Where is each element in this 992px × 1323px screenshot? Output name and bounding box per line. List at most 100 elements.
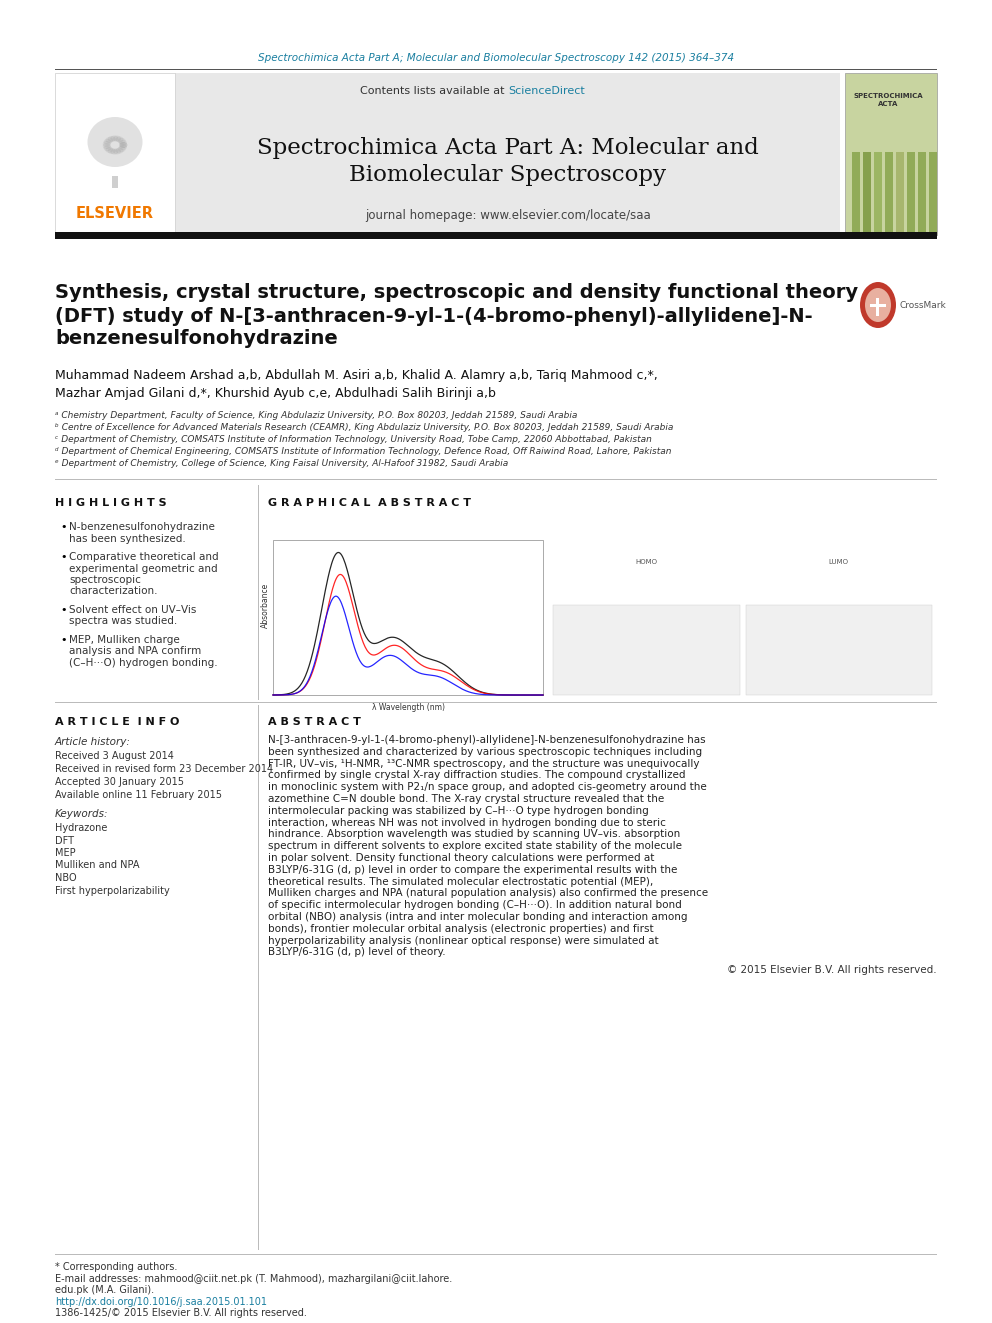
Bar bbox=[746, 605, 932, 695]
Ellipse shape bbox=[119, 140, 127, 146]
Text: ᵈ Department of Chemical Engineering, COMSATS Institute of Information Technolog: ᵈ Department of Chemical Engineering, CO… bbox=[55, 446, 672, 455]
Text: Contents lists available at: Contents lists available at bbox=[360, 86, 508, 97]
Text: Received 3 August 2014: Received 3 August 2014 bbox=[55, 751, 174, 761]
Text: spectrum in different solvents to explore excited state stability of the molecul: spectrum in different solvents to explor… bbox=[268, 841, 682, 851]
Text: •: • bbox=[60, 523, 66, 532]
Text: ᵃ Chemistry Department, Faculty of Science, King Abdulaziz University, P.O. Box : ᵃ Chemistry Department, Faculty of Scien… bbox=[55, 410, 577, 419]
Text: spectra was studied.: spectra was studied. bbox=[69, 617, 178, 627]
Text: H I G H L I G H T S: H I G H L I G H T S bbox=[55, 497, 167, 508]
Bar bbox=[885, 152, 893, 232]
Text: A B S T R A C T: A B S T R A C T bbox=[268, 717, 361, 728]
Text: Muhammad Nadeem Arshad a,b, Abdullah M. Asiri a,b, Khalid A. Alamry a,b, Tariq M: Muhammad Nadeem Arshad a,b, Abdullah M. … bbox=[55, 369, 658, 381]
Text: bonds), frontier molecular orbital analysis (electronic properties) and first: bonds), frontier molecular orbital analy… bbox=[268, 923, 654, 934]
Text: B3LYP/6-31G (d, p) level in order to compare the experimental results with the: B3LYP/6-31G (d, p) level in order to com… bbox=[268, 865, 678, 875]
Text: © 2015 Elsevier B.V. All rights reserved.: © 2015 Elsevier B.V. All rights reserved… bbox=[727, 966, 937, 975]
Text: has been synthesized.: has been synthesized. bbox=[69, 533, 186, 544]
Ellipse shape bbox=[103, 146, 112, 151]
Ellipse shape bbox=[87, 116, 143, 167]
Text: Keywords:: Keywords: bbox=[55, 808, 108, 819]
Text: Solvent effect on UV–Vis: Solvent effect on UV–Vis bbox=[69, 605, 196, 615]
Ellipse shape bbox=[119, 144, 127, 149]
Text: azomethine C=N double bond. The X-ray crystal structure revealed that the: azomethine C=N double bond. The X-ray cr… bbox=[268, 794, 665, 804]
Text: LUMO: LUMO bbox=[828, 560, 849, 565]
Ellipse shape bbox=[116, 136, 124, 143]
Text: ᶜ Department of Chemistry, COMSATS Institute of Information Technology, Universi: ᶜ Department of Chemistry, COMSATS Insti… bbox=[55, 434, 652, 443]
Text: MEP: MEP bbox=[55, 848, 75, 859]
Text: Article history:: Article history: bbox=[55, 737, 131, 747]
Ellipse shape bbox=[860, 282, 896, 328]
Text: of specific intermolecular hydrogen bonding (C–H···O). In addition natural bond: of specific intermolecular hydrogen bond… bbox=[268, 900, 682, 910]
Text: Spectrochimica Acta Part A: Molecular and: Spectrochimica Acta Part A: Molecular an… bbox=[257, 138, 759, 159]
Text: Absorbance: Absorbance bbox=[261, 582, 270, 627]
Text: N-benzenesulfonohydrazine: N-benzenesulfonohydrazine bbox=[69, 523, 215, 532]
Text: First hyperpolarizability: First hyperpolarizability bbox=[55, 885, 170, 896]
Bar bbox=[876, 298, 879, 316]
Text: spectroscopic: spectroscopic bbox=[69, 576, 141, 585]
Text: E-mail addresses: mahmood@ciit.net.pk (T. Mahmood), mazhargilani@ciit.lahore.: E-mail addresses: mahmood@ciit.net.pk (T… bbox=[55, 1274, 452, 1285]
Ellipse shape bbox=[118, 138, 126, 144]
Ellipse shape bbox=[113, 135, 121, 142]
Text: Biomolecular Spectroscopy: Biomolecular Spectroscopy bbox=[349, 164, 667, 187]
Ellipse shape bbox=[116, 148, 124, 153]
Ellipse shape bbox=[105, 147, 113, 153]
Bar bbox=[870, 304, 886, 307]
Text: (C–H···O) hydrogen bonding.: (C–H···O) hydrogen bonding. bbox=[69, 658, 217, 668]
Text: been synthesized and characterized by various spectroscopic techniques including: been synthesized and characterized by va… bbox=[268, 746, 702, 757]
Text: λ Wavelength (nm): λ Wavelength (nm) bbox=[371, 703, 444, 712]
Bar bbox=[852, 152, 860, 232]
Text: B3LYP/6-31G (d, p) level of theory.: B3LYP/6-31G (d, p) level of theory. bbox=[268, 947, 445, 958]
Text: N-[3-anthracen-9-yl-1-(4-bromo-phenyl)-allylidene]-N-benzenesulfonohydrazine has: N-[3-anthracen-9-yl-1-(4-bromo-phenyl)-a… bbox=[268, 736, 705, 745]
Bar bbox=[553, 605, 739, 695]
Text: G R A P H I C A L  A B S T R A C T: G R A P H I C A L A B S T R A C T bbox=[268, 497, 471, 508]
Ellipse shape bbox=[103, 139, 112, 144]
Text: •: • bbox=[60, 635, 66, 646]
Ellipse shape bbox=[110, 148, 118, 155]
Bar bbox=[55, 232, 937, 239]
Ellipse shape bbox=[105, 138, 113, 143]
Text: ScienceDirect: ScienceDirect bbox=[508, 86, 584, 97]
Bar bbox=[907, 152, 915, 232]
Ellipse shape bbox=[113, 148, 121, 155]
Text: CrossMark: CrossMark bbox=[900, 300, 946, 310]
Text: edu.pk (M.A. Gilani).: edu.pk (M.A. Gilani). bbox=[55, 1285, 154, 1295]
Text: •: • bbox=[60, 552, 66, 562]
Text: hyperpolarizability analysis (nonlinear optical response) were simulated at: hyperpolarizability analysis (nonlinear … bbox=[268, 935, 659, 946]
Text: benzenesulfonohydrazine: benzenesulfonohydrazine bbox=[55, 329, 337, 348]
Text: (DFT) study of N-[3-anthracen-9-yl-1-(4-bromo-phenyl)-allylidene]-N-: (DFT) study of N-[3-anthracen-9-yl-1-(4-… bbox=[55, 307, 812, 325]
Text: DFT: DFT bbox=[55, 836, 74, 845]
Ellipse shape bbox=[110, 135, 118, 142]
Text: interaction, whereas NH was not involved in hydrogen bonding due to steric: interaction, whereas NH was not involved… bbox=[268, 818, 666, 828]
Ellipse shape bbox=[865, 288, 891, 321]
Bar bbox=[55, 73, 175, 235]
Text: theoretical results. The simulated molecular electrostatic potential (MEP),: theoretical results. The simulated molec… bbox=[268, 877, 654, 886]
Text: ELSEVIER: ELSEVIER bbox=[76, 206, 154, 221]
Ellipse shape bbox=[103, 142, 111, 147]
Text: Synthesis, crystal structure, spectroscopic and density functional theory: Synthesis, crystal structure, spectrosco… bbox=[55, 283, 858, 303]
Text: 1386-1425/© 2015 Elsevier B.V. All rights reserved.: 1386-1425/© 2015 Elsevier B.V. All right… bbox=[55, 1308, 307, 1318]
Bar bbox=[874, 152, 882, 232]
Text: HOMO: HOMO bbox=[635, 560, 658, 565]
Bar bbox=[918, 152, 926, 232]
Bar bbox=[273, 540, 543, 695]
Text: SPECTROCHIMICA
ACTA: SPECTROCHIMICA ACTA bbox=[853, 93, 923, 107]
Text: experimental geometric and: experimental geometric and bbox=[69, 564, 217, 573]
Text: orbital (NBO) analysis (intra and inter molecular bonding and interaction among: orbital (NBO) analysis (intra and inter … bbox=[268, 912, 687, 922]
Text: in monoclinic system with P2₁/n space group, and adopted cis-geometry around the: in monoclinic system with P2₁/n space gr… bbox=[268, 782, 706, 792]
Bar bbox=[845, 73, 937, 235]
Text: Hydrazone: Hydrazone bbox=[55, 823, 107, 833]
Text: •: • bbox=[60, 605, 66, 615]
Bar bbox=[863, 152, 871, 232]
Ellipse shape bbox=[107, 148, 116, 153]
Text: Received in revised form 23 December 2014: Received in revised form 23 December 201… bbox=[55, 763, 273, 774]
Text: FT-IR, UV–vis, ¹H-NMR, ¹³C-NMR spectroscopy, and the structure was unequivocally: FT-IR, UV–vis, ¹H-NMR, ¹³C-NMR spectrosc… bbox=[268, 758, 699, 769]
Text: journal homepage: www.elsevier.com/locate/saa: journal homepage: www.elsevier.com/locat… bbox=[365, 209, 651, 221]
Bar bbox=[175, 73, 840, 235]
Text: characterization.: characterization. bbox=[69, 586, 158, 597]
Text: MEP, Mulliken charge: MEP, Mulliken charge bbox=[69, 635, 180, 646]
Ellipse shape bbox=[107, 136, 116, 142]
Text: analysis and NPA confirm: analysis and NPA confirm bbox=[69, 647, 201, 656]
Text: Spectrochimica Acta Part A; Molecular and Biomolecular Spectroscopy 142 (2015) 3: Spectrochimica Acta Part A; Molecular an… bbox=[258, 53, 734, 64]
Text: Available online 11 February 2015: Available online 11 February 2015 bbox=[55, 790, 222, 800]
Text: Mulliken charges and NPA (natural population analysis) also confirmed the presen: Mulliken charges and NPA (natural popula… bbox=[268, 889, 708, 898]
Ellipse shape bbox=[118, 146, 126, 152]
